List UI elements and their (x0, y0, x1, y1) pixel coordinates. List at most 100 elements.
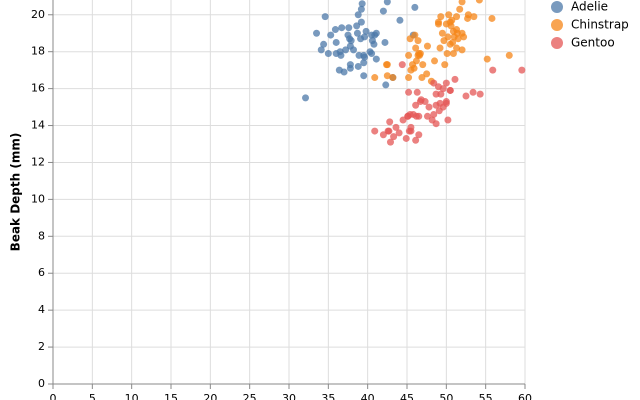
x-tick-label: 10 (125, 392, 139, 400)
point (442, 79, 450, 87)
point (415, 131, 423, 139)
point (321, 13, 329, 21)
point (405, 74, 413, 82)
point (313, 29, 321, 37)
point (360, 59, 368, 67)
x-tick-label: 35 (321, 392, 335, 400)
point (458, 0, 466, 6)
point (423, 112, 431, 120)
point (430, 79, 438, 87)
point (407, 123, 415, 131)
point (434, 18, 442, 26)
point (518, 66, 526, 74)
x-tick-label: 30 (282, 392, 296, 400)
x-tick-label: 0 (50, 392, 57, 400)
x-tick-label: 40 (361, 392, 375, 400)
point (353, 22, 361, 30)
point (411, 31, 419, 39)
legend-swatch (551, 1, 563, 13)
point (428, 116, 436, 124)
point (399, 116, 407, 124)
point (505, 51, 513, 59)
point (418, 74, 426, 82)
y-tick-label: 6 (38, 266, 45, 279)
point (342, 46, 350, 54)
point (425, 103, 433, 111)
point (454, 35, 462, 43)
y-tick-label: 0 (38, 377, 45, 390)
point (372, 55, 380, 63)
point (405, 51, 413, 59)
point (402, 134, 410, 142)
point (449, 38, 457, 46)
point (379, 7, 387, 15)
point (361, 33, 369, 41)
y-tick-label: 14 (31, 119, 45, 132)
point (350, 46, 358, 54)
point (414, 51, 422, 59)
point (383, 0, 391, 6)
point (344, 31, 352, 39)
point (412, 101, 420, 109)
y-tick-label: 12 (31, 155, 45, 168)
legend-swatch (551, 37, 563, 49)
point (447, 22, 455, 30)
point (371, 74, 379, 82)
point (372, 29, 380, 37)
legend-label: Chinstrap (571, 18, 629, 32)
point (470, 13, 478, 21)
point (443, 50, 451, 58)
point (354, 62, 362, 70)
point (451, 75, 459, 83)
point (489, 66, 497, 74)
point (370, 40, 378, 48)
point (423, 70, 431, 78)
point (448, 16, 456, 24)
point (432, 90, 440, 98)
x-tick-label: 55 (479, 392, 493, 400)
point (446, 86, 454, 94)
x-tick-label: 20 (203, 392, 217, 400)
point (346, 61, 354, 69)
point (331, 26, 339, 34)
point (396, 16, 404, 24)
point (442, 98, 450, 106)
point (385, 127, 393, 135)
point (332, 38, 340, 46)
point (432, 101, 440, 109)
y-tick-label: 8 (38, 229, 45, 242)
point (383, 61, 391, 69)
point (444, 116, 452, 124)
y-tick-label: 20 (31, 8, 45, 21)
point (345, 24, 353, 32)
point (458, 46, 466, 54)
point (476, 90, 484, 98)
point (389, 74, 397, 82)
point (412, 136, 420, 144)
point (327, 31, 335, 39)
point (431, 57, 439, 65)
point (414, 37, 422, 45)
x-tick-label: 5 (89, 392, 96, 400)
point (386, 118, 394, 126)
point (358, 0, 366, 8)
point (371, 127, 379, 135)
point (409, 61, 417, 69)
y-tick-label: 2 (38, 340, 45, 353)
point (445, 11, 453, 19)
point (469, 88, 477, 96)
point (382, 81, 390, 89)
point (406, 35, 414, 43)
point (453, 44, 461, 52)
point (453, 29, 461, 37)
point (338, 24, 346, 32)
point (398, 61, 406, 69)
y-tick-label: 16 (31, 82, 45, 95)
point (368, 50, 376, 58)
point (411, 3, 419, 11)
y-axis-title: Beak Depth (mm) (9, 133, 23, 252)
y-tick-label: 4 (38, 303, 45, 316)
point (453, 13, 461, 21)
point (439, 85, 447, 93)
